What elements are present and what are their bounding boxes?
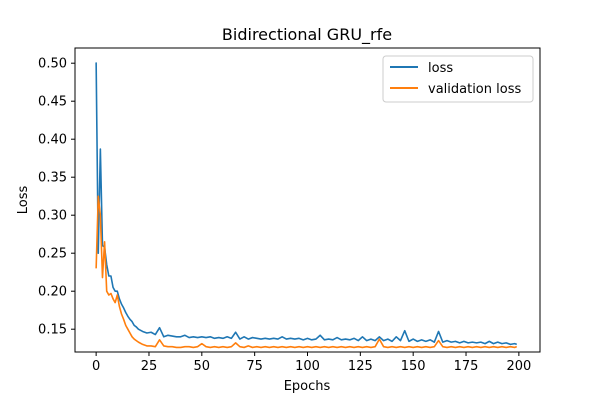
- plot-area: [95, 62, 518, 349]
- x-tick-label: 125: [348, 359, 373, 374]
- x-axis: 0 25 50 75 100 125 150 175 200: [92, 352, 531, 374]
- x-tick-label: 50: [194, 359, 211, 374]
- legend-label-loss: loss: [428, 61, 453, 76]
- y-axis-label: Loss: [16, 186, 31, 215]
- chart-title: Bidirectional GRU_rfe: [222, 25, 392, 45]
- x-tick-label: 150: [401, 359, 426, 374]
- y-tick-label: 0.40: [38, 133, 67, 148]
- y-tick-label: 0.20: [38, 285, 67, 300]
- y-tick-label: 0.30: [38, 209, 67, 224]
- x-tick-label: 100: [295, 359, 320, 374]
- legend-box: [382, 55, 534, 103]
- legend-label-validation-loss: validation loss: [428, 82, 521, 97]
- x-tick-label: 200: [506, 359, 531, 374]
- y-tick-label: 0.50: [38, 57, 67, 72]
- series-line-loss: [95, 62, 518, 346]
- y-axis: 0.15 0.20 0.25 0.30 0.35 0.40 0.45 0.50: [38, 57, 75, 338]
- y-tick-label: 0.45: [38, 95, 67, 110]
- legend: loss validation loss: [382, 55, 534, 103]
- series-line-validation-loss: [95, 195, 518, 349]
- y-tick-label: 0.15: [38, 323, 67, 338]
- x-tick-label: 175: [454, 359, 479, 374]
- y-tick-label: 0.25: [38, 247, 67, 262]
- x-tick-label: 25: [141, 359, 158, 374]
- x-tick-label: 75: [246, 359, 263, 374]
- x-tick-label: 0: [92, 359, 100, 374]
- y-tick-label: 0.35: [38, 171, 67, 186]
- x-axis-label: Epochs: [284, 379, 331, 394]
